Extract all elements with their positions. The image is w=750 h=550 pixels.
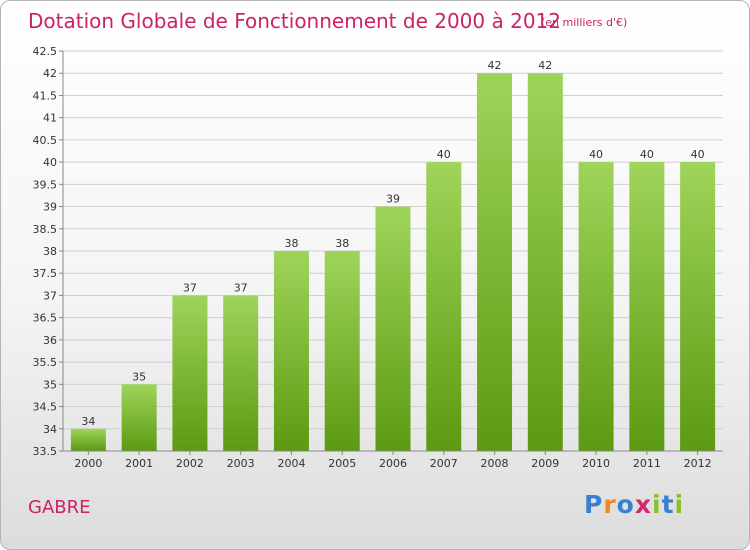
chart-subtitle: (en milliers d'€) (541, 16, 628, 29)
x-tick-label: 2002 (176, 457, 204, 470)
bar (680, 162, 716, 451)
bar (527, 73, 563, 451)
y-tick-label: 42 (43, 67, 57, 80)
y-tick-label: 38.5 (33, 223, 58, 236)
bar (629, 162, 665, 451)
bar-value-label: 37 (234, 281, 248, 294)
bar-value-label: 39 (386, 193, 400, 206)
y-tick-label: 35.5 (33, 356, 58, 369)
proxiti-logo[interactable]: Proxiti (584, 490, 684, 519)
y-tick-label: 33.5 (33, 445, 58, 458)
logo-letter: i (674, 490, 685, 519)
bar-value-label: 42 (538, 59, 552, 72)
y-tick-label: 35 (43, 378, 57, 391)
x-tick-label: 2009 (531, 457, 559, 470)
bar-value-label: 38 (284, 237, 298, 250)
logo-letter: t (661, 490, 675, 519)
bar-value-label: 35 (132, 370, 146, 383)
y-tick-label: 34 (43, 423, 57, 436)
y-tick-label: 36.5 (33, 312, 58, 325)
y-tick-label: 41 (43, 112, 57, 125)
x-tick-label: 2010 (582, 457, 610, 470)
bar-value-label: 34 (81, 415, 95, 428)
y-tick-label: 39.5 (33, 178, 58, 191)
bar-value-label: 37 (183, 281, 197, 294)
logo-letter: i (652, 490, 662, 519)
chart-title: Dotation Globale de Fonctionnement de 20… (28, 9, 561, 33)
bar-value-label: 38 (335, 237, 349, 250)
bar (273, 251, 309, 451)
bar-value-label: 40 (437, 148, 451, 161)
bar (324, 251, 360, 451)
y-tick-label: 40 (43, 156, 57, 169)
bar (477, 73, 513, 451)
y-tick-label: 37 (43, 289, 57, 302)
bar (375, 206, 411, 451)
logo-letter: x (634, 490, 652, 519)
x-tick-label: 2011 (633, 457, 661, 470)
bar-value-label: 40 (691, 148, 705, 161)
bar (223, 295, 259, 451)
logo-letter: P (584, 490, 604, 519)
x-tick-label: 2008 (481, 457, 509, 470)
x-tick-label: 2006 (379, 457, 407, 470)
bar (70, 428, 106, 451)
bar-value-label: 40 (640, 148, 654, 161)
y-tick-label: 36 (43, 334, 57, 347)
bar (426, 162, 462, 451)
axes: 33.5 34 34.5 35 35.5 36 36.5 37 37.5 38 38.5 39 39.5… (33, 45, 723, 470)
x-tick-label: 2001 (125, 457, 153, 470)
y-tick-label: 41.5 (33, 89, 58, 102)
bar (578, 162, 614, 451)
y-tick-label: 34.5 (33, 401, 58, 414)
y-tick-label: 42.5 (33, 45, 58, 58)
logo-letter: o (616, 490, 635, 519)
logo-letter: r (603, 490, 617, 519)
x-tick-label: 2012 (684, 457, 712, 470)
x-tick-label: 2004 (277, 457, 305, 470)
commune-name: GABRE (28, 497, 91, 518)
x-tick-label: 2007 (430, 457, 458, 470)
bar (172, 295, 208, 451)
bar (121, 384, 157, 451)
y-tick-label: 37.5 (33, 267, 58, 280)
bars: 34 35 37 37 38 38 39 40 42 42 40 40 40 (70, 59, 716, 451)
x-tick-label: 2003 (227, 457, 255, 470)
bar-value-label: 42 (488, 59, 502, 72)
x-tick-label: 2005 (328, 457, 356, 470)
x-tick-label: 2000 (74, 457, 102, 470)
y-tick-label: 38 (43, 245, 57, 258)
bar-value-label: 40 (589, 148, 603, 161)
y-tick-label: 40.5 (33, 134, 58, 147)
y-tick-label: 39 (43, 201, 57, 214)
